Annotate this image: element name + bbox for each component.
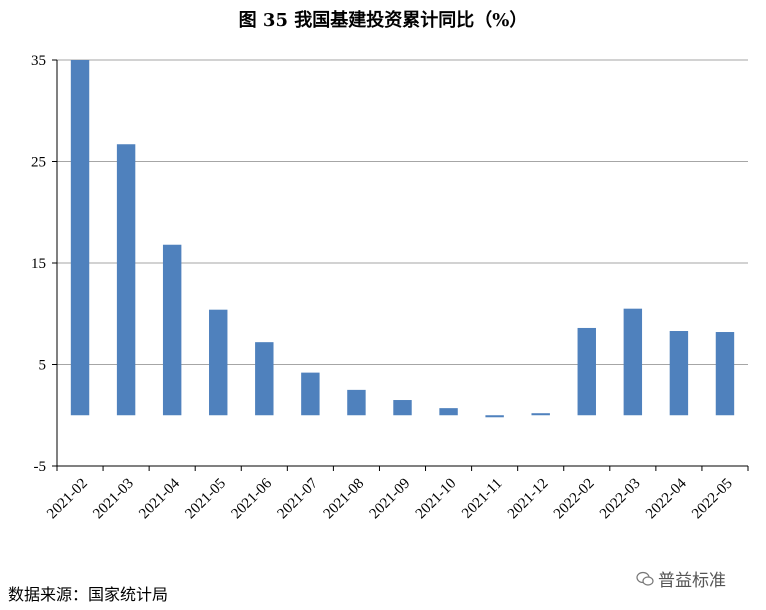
bar — [531, 413, 550, 416]
bar — [485, 415, 504, 418]
x-tick-label: 2021-04 — [136, 475, 183, 522]
bars — [70, 60, 735, 418]
x-tick-label: 2021-12 — [505, 476, 552, 523]
y-tick-labels: -5 5 15 25 35 — [31, 53, 57, 475]
bar — [715, 332, 735, 416]
gridlines — [57, 59, 748, 365]
x-tick-label: 2021-08 — [321, 476, 368, 523]
y-tick-label: 15 — [31, 256, 46, 272]
x-tick-label: 2022-04 — [643, 475, 690, 522]
x-tick-label: 2022-02 — [551, 476, 598, 523]
x-tick-label: 2021-06 — [228, 475, 275, 522]
x-tick-labels: 2021-02 2021-03 2021-04 2021-05 2021-06 2021-… — [44, 475, 736, 522]
bar — [439, 408, 458, 416]
bar — [623, 308, 643, 416]
x-tick-label: 2021-03 — [90, 476, 137, 523]
bar — [301, 372, 320, 416]
bar — [347, 389, 366, 416]
y-tick-label: -5 — [34, 459, 47, 475]
x-tick-label: 2021-02 — [44, 476, 91, 523]
bar — [669, 331, 689, 416]
bar — [393, 400, 412, 416]
x-tick-label: 2021-11 — [459, 476, 505, 522]
bar — [70, 60, 90, 416]
chart-title: 图 35 我国基建投资累计同比（%） — [238, 10, 528, 31]
x-tick-label: 2022-05 — [689, 476, 736, 523]
x-tick-label: 2021-09 — [367, 476, 414, 523]
x-tick-label: 2021-05 — [182, 476, 229, 523]
bar — [209, 309, 228, 416]
bar — [162, 244, 182, 416]
watermark-text: 普益标准 — [658, 571, 726, 591]
wechat-icon — [636, 571, 654, 586]
x-tick-label: 2021-07 — [275, 475, 322, 522]
y-tick-label: 35 — [31, 53, 46, 69]
y-tick-label: 5 — [39, 358, 47, 374]
bar — [116, 144, 136, 416]
bar — [255, 342, 274, 416]
x-tick-label: 2021-10 — [413, 476, 460, 523]
x-tick-label: 2022-03 — [597, 476, 644, 523]
bar — [577, 327, 596, 416]
source-note: 数据来源：国家统计局 — [8, 585, 169, 604]
y-tick-label: 25 — [31, 155, 46, 171]
watermark: 普益标准 — [636, 566, 726, 591]
